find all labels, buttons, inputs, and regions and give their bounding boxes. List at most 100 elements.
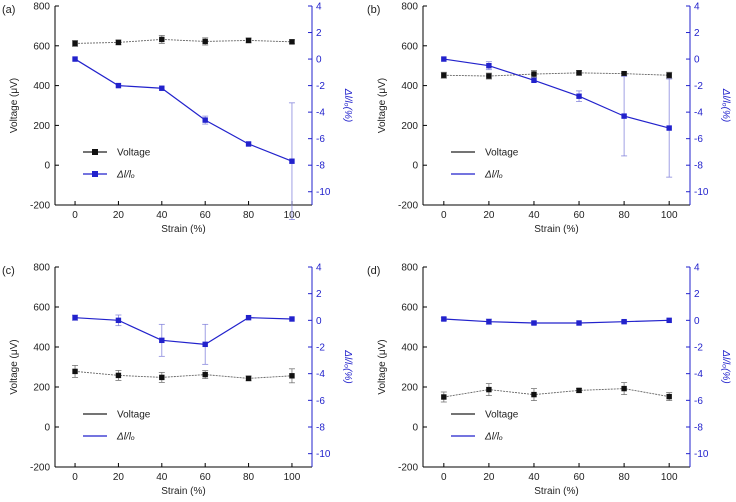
data-point xyxy=(245,37,252,44)
data-point xyxy=(621,318,627,325)
y-tick-label: 200 xyxy=(33,121,50,132)
x-tick-label: 20 xyxy=(113,210,125,221)
y2-tick-label: -2 xyxy=(694,81,703,92)
legend-voltage-label: Voltage xyxy=(117,410,151,421)
panel-label: (a) xyxy=(2,4,15,16)
y2-tick-label: -6 xyxy=(694,134,703,145)
x-tick-label: 40 xyxy=(156,210,168,221)
data-point xyxy=(289,158,295,164)
x-tick-label: 100 xyxy=(661,472,678,483)
y2-tick-label: -2 xyxy=(694,343,703,354)
y2-tick-label: 4 xyxy=(316,263,322,274)
panel-label: (d) xyxy=(367,265,380,277)
x-tick-label: 80 xyxy=(243,472,255,483)
legend-strain-marker xyxy=(92,171,98,177)
x-tick-label: 40 xyxy=(528,472,540,483)
data-point xyxy=(115,39,122,46)
data-point xyxy=(486,73,492,79)
y-tick-label: 600 xyxy=(401,41,418,52)
y-tick-label: 200 xyxy=(33,383,50,394)
data-point xyxy=(159,374,165,381)
series-line-strain xyxy=(443,58,670,129)
y-axis-title: Voltage (μV) xyxy=(9,339,20,394)
data-point xyxy=(666,317,672,324)
data-point xyxy=(666,72,672,78)
series-line-voltage xyxy=(75,370,292,379)
y2-tick-label: -2 xyxy=(316,81,325,92)
legend-strain-label: Δl/lₒ xyxy=(484,432,503,443)
data-point xyxy=(621,70,627,77)
x-tick-label: 80 xyxy=(243,210,255,221)
y2-axis-title: Δl/lₒ(%) xyxy=(342,88,353,122)
x-tick-label: 0 xyxy=(441,472,447,483)
y-tick-label: 400 xyxy=(33,81,50,92)
x-axis-title: Strain (%) xyxy=(534,486,578,497)
y2-tick-label: -4 xyxy=(694,369,703,380)
data-point xyxy=(115,82,122,89)
data-point xyxy=(486,63,492,69)
y-tick-label: 200 xyxy=(401,121,418,132)
legend-strain-label: Δl/lₒ xyxy=(116,170,135,181)
series-line-strain xyxy=(74,58,293,162)
x-tick-label: 0 xyxy=(441,210,447,221)
data-point xyxy=(666,393,672,400)
data-point xyxy=(115,372,122,379)
data-point xyxy=(441,72,447,78)
y-axis-title: Voltage (μV) xyxy=(377,339,388,394)
y2-tick-label: 2 xyxy=(694,289,700,300)
y-tick-label: 0 xyxy=(44,161,50,172)
y2-tick-label: -10 xyxy=(316,187,331,198)
data-point xyxy=(486,386,492,393)
y2-tick-label: -6 xyxy=(694,396,703,407)
y-tick-label: -200 xyxy=(30,201,50,212)
x-tick-label: 60 xyxy=(200,472,212,483)
y-tick-label: 600 xyxy=(401,303,418,314)
data-point xyxy=(289,316,295,322)
data-point xyxy=(72,314,78,321)
data-point xyxy=(441,316,447,322)
y2-tick-label: 2 xyxy=(316,289,322,300)
data-point xyxy=(202,371,208,378)
series-line-strain xyxy=(443,318,670,324)
data-point xyxy=(159,85,165,91)
data-point xyxy=(531,71,537,77)
y-axis-title: Voltage (μV) xyxy=(377,78,388,133)
series-line-voltage xyxy=(75,38,292,44)
y2-tick-label: -4 xyxy=(316,369,325,380)
y2-axis-title: Δl/lₒ(%) xyxy=(720,349,731,383)
y-axis-title: Voltage (μV) xyxy=(9,78,20,133)
x-tick-label: 0 xyxy=(72,472,78,483)
legend-voltage-marker xyxy=(92,149,98,155)
y-tick-label: 0 xyxy=(412,423,418,434)
data-point xyxy=(115,317,122,324)
y-tick-label: -200 xyxy=(398,201,418,212)
data-point xyxy=(531,391,537,398)
y2-tick-label: -4 xyxy=(694,108,703,119)
y-tick-label: 0 xyxy=(412,161,418,172)
x-tick-label: 60 xyxy=(200,210,212,221)
data-point xyxy=(245,314,252,321)
data-point xyxy=(72,368,78,375)
x-tick-label: 60 xyxy=(573,472,585,483)
y2-tick-label: -10 xyxy=(316,449,331,460)
y2-tick-label: 0 xyxy=(316,316,322,327)
y2-tick-label: -2 xyxy=(316,343,325,354)
y-tick-label: 800 xyxy=(401,2,418,13)
legend-voltage-label: Voltage xyxy=(485,148,519,159)
y2-tick-label: 4 xyxy=(694,2,700,13)
legend-strain-label: Δl/lₒ xyxy=(116,432,135,443)
y-tick-label: 400 xyxy=(401,343,418,354)
data-point xyxy=(576,70,582,76)
y2-tick-label: 2 xyxy=(316,28,322,39)
x-tick-label: 80 xyxy=(619,210,631,221)
y-tick-label: 400 xyxy=(401,81,418,92)
x-tick-label: 40 xyxy=(156,472,168,483)
data-point xyxy=(202,117,208,123)
y-tick-label: 0 xyxy=(44,423,50,434)
y2-tick-label: 2 xyxy=(694,28,700,39)
data-point xyxy=(576,387,582,394)
y-tick-label: 600 xyxy=(33,41,50,52)
